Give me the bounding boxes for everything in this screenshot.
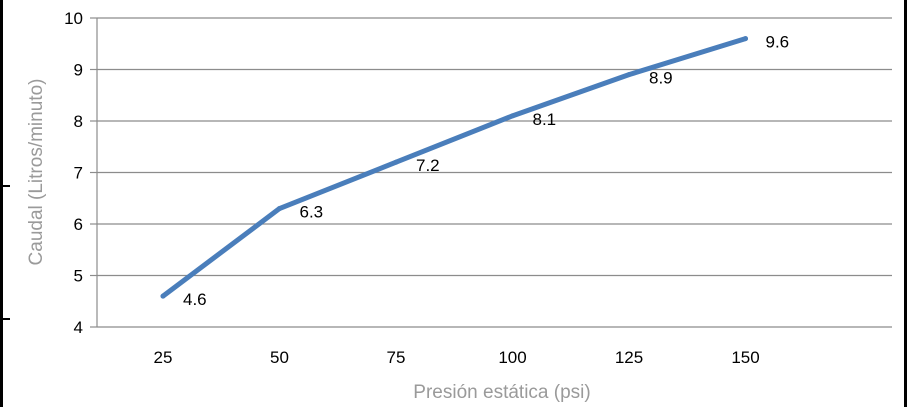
data-point — [510, 113, 515, 119]
y-tick-label: 10 — [64, 9, 83, 28]
series — [160, 36, 748, 299]
data-label: 9.6 — [766, 33, 790, 52]
y-tick-label: 7 — [74, 164, 83, 183]
y-tick-label: 8 — [74, 112, 83, 131]
data-label: 8.1 — [533, 110, 557, 129]
left-edge-mark — [0, 318, 10, 320]
y-tick-label: 5 — [74, 267, 83, 286]
y-tick-label: 6 — [74, 215, 83, 234]
y-tick-label: 9 — [74, 61, 83, 80]
x-tick-label: 25 — [154, 348, 173, 367]
data-point — [160, 293, 166, 299]
gridlines — [97, 17, 892, 277]
x-tick-label: 75 — [387, 348, 406, 367]
x-tick-label: 100 — [498, 348, 526, 367]
x-tick-labels: 25 50 75 100 125 150 — [154, 348, 760, 367]
x-tick-label: 125 — [615, 348, 643, 367]
data-labels: 4.6 6.3 7.2 8.1 8.9 9.6 — [183, 33, 789, 310]
y-axis-title: Caudal (Litros/minuto) — [26, 79, 47, 266]
data-point — [626, 72, 632, 78]
x-axis-title: Presión estática (psi) — [413, 382, 590, 403]
axes — [90, 17, 892, 328]
right-border — [904, 0, 907, 407]
data-point — [393, 159, 399, 165]
data-label: 8.9 — [649, 69, 673, 88]
data-label: 7.2 — [416, 156, 440, 175]
data-label: 4.6 — [183, 290, 207, 309]
x-tick-label: 150 — [731, 348, 759, 367]
y-tick-label: 4 — [74, 318, 83, 337]
left-border — [0, 0, 3, 407]
x-tick-label: 50 — [270, 348, 289, 367]
data-label: 6.3 — [300, 203, 324, 222]
series-line — [160, 36, 748, 299]
y-tick-labels: 4 5 6 7 8 9 10 — [64, 9, 83, 337]
left-edge-mark — [0, 185, 10, 187]
data-point — [277, 206, 282, 212]
data-point — [743, 36, 748, 42]
